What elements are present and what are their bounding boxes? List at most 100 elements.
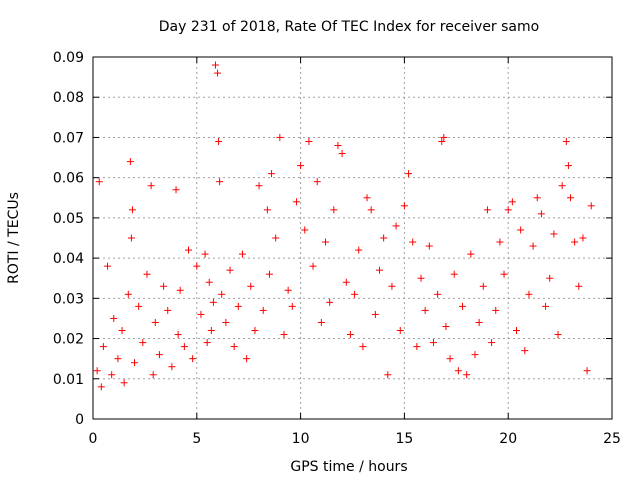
- data-point: [429, 339, 437, 347]
- data-point: [207, 327, 215, 335]
- data-point: [284, 286, 292, 294]
- y-tick-label: 0.04: [53, 251, 84, 267]
- data-point: [579, 234, 587, 242]
- data-point: [124, 290, 132, 298]
- data-point: [438, 137, 446, 145]
- data-point: [434, 290, 442, 298]
- data-point: [280, 331, 288, 339]
- data-point: [151, 318, 159, 326]
- x-tick-label: 20: [499, 431, 517, 447]
- data-point: [463, 371, 471, 379]
- data-point: [222, 318, 230, 326]
- data-point: [127, 234, 135, 242]
- data-point: [475, 318, 483, 326]
- data-point: [180, 343, 188, 351]
- data-point: [467, 250, 475, 258]
- data-point: [363, 194, 371, 202]
- data-point: [367, 206, 375, 214]
- data-point: [342, 278, 350, 286]
- x-axis-label: GPS time / hours: [290, 459, 407, 475]
- data-point: [513, 327, 521, 335]
- data-point: [214, 69, 222, 77]
- data-point: [546, 274, 554, 282]
- y-tick-label: 0.03: [53, 291, 84, 307]
- data-point: [268, 170, 276, 178]
- data-point: [309, 262, 317, 270]
- data-point: [442, 322, 450, 330]
- data-point: [496, 238, 504, 246]
- data-point: [450, 270, 458, 278]
- data-point: [558, 182, 566, 190]
- y-tick-label: 0.01: [53, 372, 84, 388]
- data-point: [272, 234, 280, 242]
- data-point: [440, 133, 448, 141]
- grid-lines: [93, 57, 612, 419]
- data-point: [251, 327, 259, 335]
- data-point: [409, 238, 417, 246]
- data-point: [388, 282, 396, 290]
- y-axis-label: ROTI / TECUs: [6, 192, 22, 284]
- data-point: [537, 210, 545, 218]
- data-point: [542, 302, 550, 310]
- chart-title: Day 231 of 2018, Rate Of TEC Index for r…: [159, 19, 539, 35]
- x-tick-label: 0: [89, 431, 98, 447]
- data-point: [218, 290, 226, 298]
- data-point: [492, 306, 500, 314]
- data-point: [184, 246, 192, 254]
- data-point: [554, 331, 562, 339]
- data-point: [346, 331, 354, 339]
- data-point: [120, 379, 128, 387]
- data-point: [375, 266, 383, 274]
- axis-ticks: 0 0.01 0.02 0.03 0.04 0.05 0.06 0.07 0.08 0.09 0 5 1…: [53, 50, 621, 447]
- data-point: [108, 371, 116, 379]
- data-point: [147, 182, 155, 190]
- data-point: [135, 302, 143, 310]
- data-point: [566, 194, 574, 202]
- data-point: [230, 343, 238, 351]
- data-point: [421, 306, 429, 314]
- y-tick-label: 0.02: [53, 332, 84, 348]
- data-point: [396, 327, 404, 335]
- data-point: [131, 359, 139, 367]
- data-point: [259, 306, 267, 314]
- data-point: [326, 298, 334, 306]
- data-point: [508, 198, 516, 206]
- data-point: [317, 318, 325, 326]
- data-point: [575, 282, 583, 290]
- data-point: [234, 302, 242, 310]
- data-point: [454, 367, 462, 375]
- data-point: [97, 383, 105, 391]
- data-point: [201, 250, 209, 258]
- data-point: [488, 339, 496, 347]
- data-point: [446, 355, 454, 363]
- y-tick-label: 0.09: [53, 50, 84, 66]
- data-point: [550, 230, 558, 238]
- data-point: [211, 61, 219, 69]
- data-point: [215, 137, 223, 145]
- data-point: [521, 347, 529, 355]
- x-tick-label: 5: [192, 431, 201, 447]
- data-point: [359, 343, 367, 351]
- data-point: [255, 182, 263, 190]
- x-tick-label: 10: [292, 431, 310, 447]
- data-point: [479, 282, 487, 290]
- data-point: [562, 137, 570, 145]
- data-point: [139, 339, 147, 347]
- data-point: [174, 331, 182, 339]
- data-point: [471, 351, 479, 359]
- y-tick-label: 0.07: [53, 130, 84, 146]
- data-point: [238, 250, 246, 258]
- plot-frame: [92, 56, 613, 420]
- data-point: [322, 238, 330, 246]
- data-point: [226, 266, 234, 274]
- y-tick-label: 0.05: [53, 211, 84, 227]
- data-point: [189, 355, 197, 363]
- data-point: [176, 286, 184, 294]
- data-point: [371, 310, 379, 318]
- data-points: [93, 61, 595, 391]
- data-point: [355, 246, 363, 254]
- data-point: [571, 238, 579, 246]
- data-point: [168, 363, 176, 371]
- y-tick-label: 0: [75, 412, 84, 428]
- data-point: [301, 226, 309, 234]
